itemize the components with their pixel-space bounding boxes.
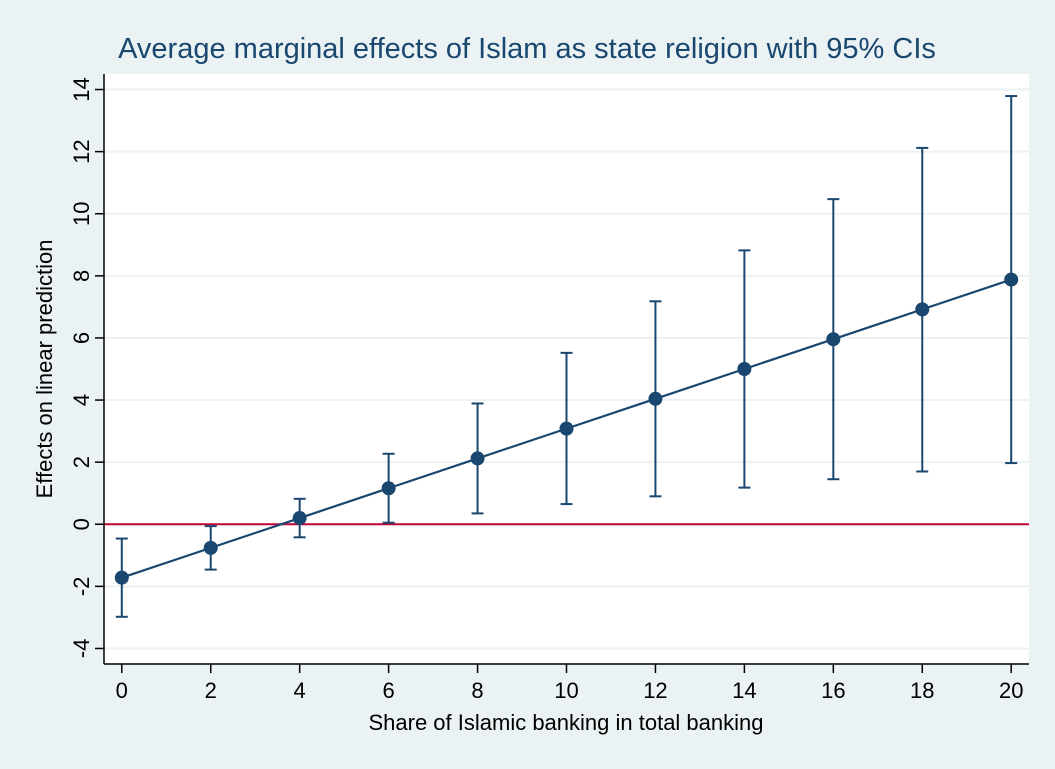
data-point: [203, 540, 218, 555]
x-tick-label: 2: [205, 678, 217, 703]
chart-title: Average marginal effects of Islam as sta…: [118, 33, 936, 65]
y-tick-label: 2: [69, 456, 94, 468]
data-point: [292, 511, 307, 526]
y-tick-label: 14: [69, 77, 94, 101]
y-axis-label: Effects on linear prediction: [32, 240, 57, 499]
y-tick-label: -2: [69, 577, 94, 597]
x-tick-label: 10: [554, 678, 578, 703]
data-point: [648, 391, 663, 406]
data-point: [381, 481, 396, 496]
x-tick-label: 20: [999, 678, 1023, 703]
x-tick-label: 12: [643, 678, 667, 703]
y-tick-label: 6: [69, 332, 94, 344]
x-axis-label: Share of Islamic banking in total bankin…: [368, 710, 763, 735]
y-tick-label: 8: [69, 270, 94, 282]
axes: -4 -2 0 2 4 6 8 10 12 14 0 2 4 6 8 10 12 14 16 18 20: [69, 74, 1029, 703]
x-tick-label: 0: [116, 678, 128, 703]
data-point: [915, 302, 930, 317]
x-tick-label: 6: [382, 678, 394, 703]
data-point: [1004, 272, 1019, 287]
data-point: [559, 421, 574, 436]
y-tick-label: 10: [69, 201, 94, 225]
x-tick-label: 16: [821, 678, 845, 703]
x-tick-label: 14: [732, 678, 756, 703]
x-tick-label: 18: [910, 678, 934, 703]
data-point: [737, 362, 752, 376]
y-tick-label: 0: [69, 518, 94, 530]
data-points: [114, 272, 1019, 585]
x-tick-label: 4: [294, 678, 306, 703]
y-tick-label: 4: [69, 394, 94, 406]
data-point: [826, 332, 841, 347]
data-point: [470, 451, 485, 466]
data-point: [114, 570, 129, 585]
y-tick-label: -4: [69, 639, 94, 659]
y-tick-label: 12: [69, 139, 94, 163]
x-tick-label: 8: [471, 678, 483, 703]
